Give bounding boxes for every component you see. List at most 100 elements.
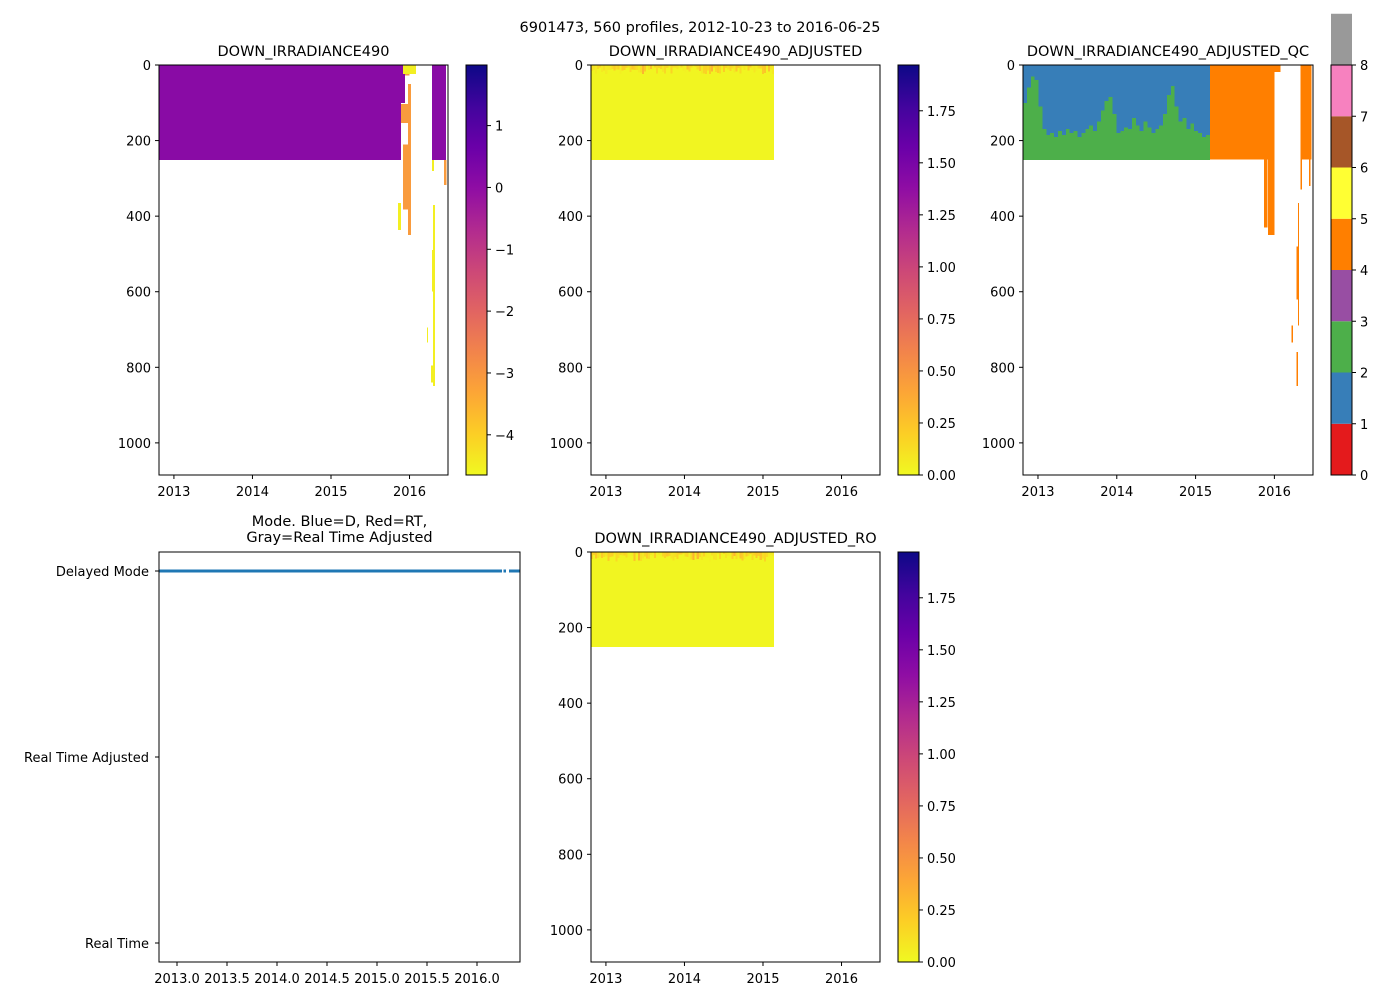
surface-cell bbox=[680, 65, 683, 68]
qc-flag2-cell bbox=[1050, 133, 1055, 161]
surface-cell bbox=[700, 65, 703, 74]
surface-cell bbox=[635, 65, 638, 71]
surface-cell bbox=[609, 65, 612, 71]
colorbar-tick-label: 4 bbox=[1360, 264, 1368, 279]
surface-cell bbox=[727, 552, 730, 556]
surface-cell bbox=[767, 552, 770, 557]
qc-flag1-cell bbox=[1058, 65, 1062, 132]
surface-cell bbox=[593, 65, 596, 71]
surface-cell bbox=[611, 552, 614, 557]
surface-cell bbox=[765, 552, 768, 558]
y-category-label: Delayed Mode bbox=[56, 565, 149, 580]
surface-cell bbox=[595, 552, 598, 559]
heatmap-cell bbox=[444, 160, 447, 186]
surface-cell bbox=[597, 552, 600, 559]
x-tick-label: 2013 bbox=[157, 485, 190, 500]
heatmap-cell bbox=[1309, 159, 1311, 186]
qc-flag1-cell bbox=[1073, 65, 1078, 132]
surface-cell bbox=[674, 552, 677, 558]
surface-cell bbox=[631, 552, 634, 557]
colorbar-tick-label: −4 bbox=[495, 429, 514, 444]
surface-cell bbox=[625, 552, 628, 558]
qc-flag1-cell bbox=[1163, 65, 1167, 115]
qc-flag2-cell bbox=[1026, 87, 1031, 161]
qc-flag2-cell bbox=[1198, 133, 1202, 161]
surface-cell bbox=[672, 65, 675, 68]
surface-cell bbox=[710, 552, 713, 556]
surface-cell bbox=[643, 552, 646, 557]
colorbar-class-8 bbox=[1331, 13, 1352, 65]
qc-flag1-cell bbox=[1178, 65, 1183, 122]
x-tick-label: 2014.0 bbox=[254, 972, 300, 987]
surface-cell bbox=[676, 65, 679, 70]
qc-flag1-cell bbox=[1089, 65, 1094, 126]
surface-cell bbox=[684, 65, 687, 73]
surface-cell bbox=[712, 65, 716, 68]
y-tick-label: 600 bbox=[558, 773, 583, 788]
x-tick-label: 2016 bbox=[825, 485, 858, 500]
colorbar-frame bbox=[897, 64, 920, 476]
colorbar-tick-label: 0.00 bbox=[927, 956, 956, 971]
surface-cell bbox=[654, 65, 657, 68]
surface-cell bbox=[672, 552, 675, 561]
surface-cell bbox=[763, 552, 766, 562]
qc-flag1-cell bbox=[1065, 65, 1070, 130]
surface-cell bbox=[591, 65, 594, 72]
qc-flag2-cell bbox=[1038, 106, 1043, 161]
qc-flag1-cell bbox=[1131, 65, 1136, 118]
qc-flag1-cell bbox=[1128, 65, 1132, 130]
y-tick-label: 400 bbox=[126, 210, 151, 225]
qc-flag2-cell bbox=[1205, 134, 1210, 161]
surface-cell bbox=[684, 552, 687, 557]
qc-flag2-cell bbox=[1089, 125, 1094, 161]
colorbar-tick-label: 0 bbox=[1360, 469, 1368, 484]
surface-cell bbox=[712, 552, 716, 560]
surface-cell bbox=[698, 65, 701, 71]
qc-flag2-cell bbox=[1112, 114, 1117, 161]
qc-flag2-cell bbox=[1182, 117, 1187, 161]
qc-flag1-cell bbox=[1108, 65, 1113, 98]
heatmap-cell bbox=[1291, 325, 1293, 343]
surface-cell bbox=[717, 552, 720, 554]
colorbar-class-3 bbox=[1331, 270, 1352, 322]
x-tick-label: 2014 bbox=[668, 972, 701, 987]
y-tick-label: 800 bbox=[558, 361, 583, 376]
colorbar-frame bbox=[465, 64, 488, 476]
surface-cell bbox=[605, 552, 608, 557]
surface-cell bbox=[625, 65, 628, 68]
surface-cell bbox=[647, 65, 650, 70]
axes-frame bbox=[158, 64, 449, 476]
surface-cell bbox=[708, 65, 711, 74]
surface-cell bbox=[731, 65, 734, 69]
qc-flag2-cell bbox=[1096, 121, 1101, 161]
surface-cell bbox=[749, 552, 752, 554]
surface-cell bbox=[763, 65, 766, 73]
qc-flag1-cell bbox=[1050, 65, 1055, 134]
surface-cell bbox=[680, 552, 683, 555]
surface-cell bbox=[607, 552, 610, 561]
colorbar-tick-label: 0.25 bbox=[927, 904, 956, 919]
surface-cell bbox=[733, 65, 736, 73]
surface-cell bbox=[708, 552, 711, 562]
surface-cell bbox=[688, 552, 691, 560]
surface-cell bbox=[741, 552, 744, 561]
colorbar-class-0 bbox=[1331, 423, 1352, 475]
surface-cell bbox=[676, 552, 679, 560]
colorbar-gradient bbox=[898, 65, 919, 475]
axes-frame bbox=[590, 64, 881, 476]
qc-flag1-cell bbox=[1120, 65, 1125, 132]
qc-flag2-cell bbox=[1030, 76, 1035, 161]
surface-cell bbox=[717, 65, 720, 73]
qc-flag2-cell bbox=[1023, 102, 1027, 161]
panel-p1: 0 200 400 600 800 1000 1 0 −1 −2 −3 −4 2013 2014 2015 2… bbox=[118, 44, 514, 500]
qc-flag1-cell bbox=[1112, 65, 1117, 115]
qc-flag1-cell bbox=[1023, 65, 1027, 103]
y-category-label: Real Time bbox=[85, 937, 149, 952]
qc-flag2-cell bbox=[1077, 136, 1082, 161]
colorbar-class-2 bbox=[1331, 321, 1352, 373]
x-tick-label: 2013 bbox=[589, 972, 622, 987]
panel-title: DOWN_IRRADIANCE490 bbox=[218, 44, 390, 60]
surface-cell bbox=[633, 552, 636, 562]
surface-cell bbox=[639, 65, 642, 73]
surface-cell bbox=[643, 65, 646, 72]
